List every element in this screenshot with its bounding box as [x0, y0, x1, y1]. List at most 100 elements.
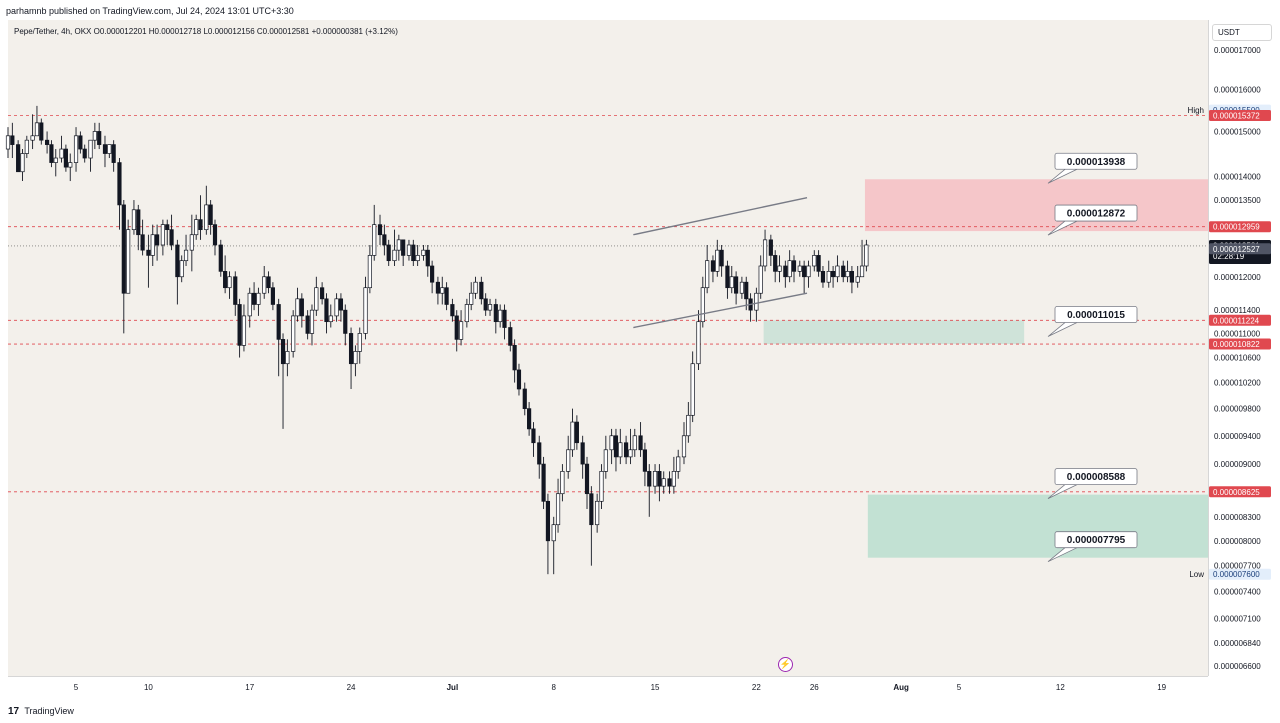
price-label-bg	[1209, 243, 1271, 255]
candle-up	[241, 315, 247, 346]
candle-up	[357, 333, 362, 352]
candle-up	[92, 131, 97, 141]
candle-down	[102, 144, 108, 154]
candle-up	[595, 500, 600, 526]
callout-pointer	[1047, 547, 1078, 563]
chart-area[interactable]	[8, 20, 1208, 676]
y-tick-label: 0.000011400	[1214, 306, 1261, 315]
candle-up	[599, 471, 604, 502]
candle-up	[204, 204, 209, 231]
y-tick-label: 0.000007400	[1214, 588, 1261, 597]
candle-up	[363, 287, 368, 334]
candle-up	[295, 298, 300, 317]
y-tick-label: 0.000009800	[1214, 405, 1261, 414]
candle-down	[111, 144, 116, 163]
candle-down	[208, 204, 213, 225]
candle-down	[343, 309, 348, 334]
candle-down	[411, 244, 416, 262]
candle-up	[406, 244, 412, 256]
y-tick-label: 0.000007100	[1214, 615, 1261, 624]
candle-down	[734, 276, 739, 294]
callout-pointer	[1047, 484, 1078, 499]
candle-up	[777, 265, 782, 272]
y-tick-label: 0.000014000	[1214, 172, 1261, 181]
y-tick-label: 0.000007700	[1214, 562, 1261, 571]
candle-down	[435, 281, 441, 294]
price-label-bg	[1209, 486, 1271, 498]
candle-down	[175, 244, 180, 278]
currency-selector[interactable]: USDT	[1212, 24, 1272, 41]
candle-up	[34, 122, 40, 137]
time-axis[interactable]	[8, 676, 1208, 699]
channel-lower-line	[633, 292, 808, 329]
candle-down	[140, 234, 145, 251]
candle-down	[136, 209, 141, 236]
price-label: 0.000012527	[1213, 245, 1260, 254]
candle-down	[816, 255, 821, 272]
candle-down	[430, 265, 435, 283]
candle-down	[516, 369, 522, 390]
candle-down	[382, 234, 387, 246]
candle-down	[783, 265, 788, 278]
candle-down	[647, 471, 652, 487]
callout-label: 0.000007795	[1067, 535, 1126, 546]
candle-up	[826, 271, 831, 283]
price-label-bg	[1209, 338, 1271, 350]
candle-up	[498, 309, 503, 323]
y-tick-label: 0.000009000	[1214, 460, 1261, 469]
channel-upper-line	[633, 196, 808, 236]
candle-down	[223, 271, 228, 289]
candle-down	[527, 408, 532, 430]
candle-up	[262, 276, 267, 294]
candle-up	[440, 287, 445, 294]
candle-up	[334, 298, 339, 317]
candle-up	[469, 292, 474, 305]
candle-up	[68, 162, 73, 168]
y-tick-label: 0.000010200	[1214, 379, 1261, 388]
price-label-prefix: Low	[1189, 570, 1204, 579]
resistance-zone	[864, 179, 1208, 232]
candle-up	[758, 265, 763, 294]
callout-label: 0.000013938	[1067, 157, 1126, 168]
top-bar: parhamnb published on TradingView.com, J…	[0, 0, 1280, 20]
candle-up	[806, 265, 811, 278]
x-tick-label: 12	[1056, 683, 1065, 692]
candle-down	[502, 309, 507, 328]
candle-up	[24, 139, 29, 154]
candle-down	[44, 139, 50, 145]
candle-down	[537, 442, 542, 465]
candle-up	[628, 449, 633, 458]
candle-up	[372, 224, 377, 256]
candle-up	[353, 351, 358, 365]
x-tick-label: 8	[551, 683, 556, 692]
candle-down	[146, 249, 151, 256]
candle-down	[725, 265, 730, 289]
candle-down	[450, 304, 455, 317]
candle-down	[512, 345, 517, 371]
candle-down	[479, 281, 484, 300]
candle-up	[686, 414, 691, 437]
candle-down	[667, 478, 672, 487]
candle-down	[531, 428, 536, 444]
price-label-countdown: 02:28:19	[1213, 252, 1245, 261]
candle-up	[555, 493, 561, 526]
x-ticks-layer: 5 10 17 24 Jul 8 15 22 26 Aug 5 12 19	[74, 683, 1167, 692]
candle-down	[117, 162, 122, 206]
candle-up	[609, 435, 614, 451]
callout-box	[1054, 531, 1138, 549]
candle-up	[487, 304, 493, 311]
candle-down	[657, 471, 662, 487]
candle-down	[49, 144, 54, 163]
y-tick-label: 0.000015000	[1214, 127, 1261, 136]
x-tick-label: 15	[651, 683, 660, 692]
y-tick-label: 0.000011000	[1214, 329, 1261, 338]
price-label-bg	[1209, 221, 1271, 233]
candle-up	[421, 249, 426, 256]
candle-up	[396, 239, 401, 251]
candle-down	[198, 219, 203, 231]
candle-up	[551, 524, 556, 542]
candle-up	[256, 292, 261, 305]
candle-down	[251, 292, 257, 305]
lightning-icon[interactable]: ⚡	[778, 657, 793, 672]
